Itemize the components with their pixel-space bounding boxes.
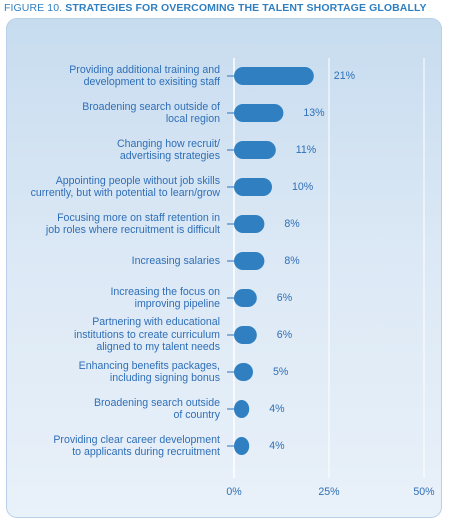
bar-6 <box>234 289 257 307</box>
figure-title-text: STRATEGIES FOR OVERCOMING THE TALENT SHO… <box>65 2 427 14</box>
category-label: Increasing salaries <box>131 254 220 267</box>
bar-value-label: 5% <box>273 366 289 378</box>
category-label: Enhancing benefits packages, including s… <box>78 359 220 385</box>
bar-1 <box>234 104 284 122</box>
chart-panel <box>6 18 442 518</box>
category-label: Partnering with educational institutions… <box>73 316 220 354</box>
bar-2 <box>234 141 276 159</box>
bar-value-label: 13% <box>303 107 325 119</box>
category-label: Focusing more on staff retention in job … <box>45 211 220 237</box>
category-label: Providing additional training and develo… <box>69 63 220 89</box>
bar-value-label: 10% <box>292 181 314 193</box>
bar-value-label: 8% <box>284 255 300 267</box>
category-label: Increasing the focus on improving pipeli… <box>110 285 220 311</box>
bar-value-label: 4% <box>269 403 285 415</box>
category-label: Providing clear career development to ap… <box>53 433 220 459</box>
bar-7 <box>234 326 257 344</box>
bar-8 <box>234 363 253 381</box>
figure-title: FIGURE 10. STRATEGIES FOR OVERCOMING THE… <box>4 2 450 14</box>
bar-4 <box>234 215 265 233</box>
category-label: Appointing people without job skills cur… <box>30 174 220 200</box>
category-label: Changing how recruit/ advertising strate… <box>116 137 220 163</box>
figure-number: FIGURE 10. <box>4 2 63 14</box>
x-tick-label: 50% <box>413 486 435 498</box>
x-tick-label: 0% <box>226 486 242 498</box>
category-label: Broadening search outside of local regio… <box>82 100 220 126</box>
bar-value-label: 8% <box>284 218 300 230</box>
bar-value-label: 4% <box>269 440 285 452</box>
bar-5 <box>234 252 265 270</box>
x-tick-label: 25% <box>318 486 340 498</box>
bar-value-label: 6% <box>276 329 293 341</box>
bar-value-label: 11% <box>295 144 317 156</box>
category-label: Broadening search outside of country <box>93 396 220 422</box>
bar-10 <box>234 437 250 455</box>
bar-9 <box>234 400 250 418</box>
bar-value-label: 6% <box>276 292 293 304</box>
bar-3 <box>234 178 272 196</box>
bar-0 <box>234 67 314 85</box>
bar-value-label: 21% <box>333 70 355 82</box>
